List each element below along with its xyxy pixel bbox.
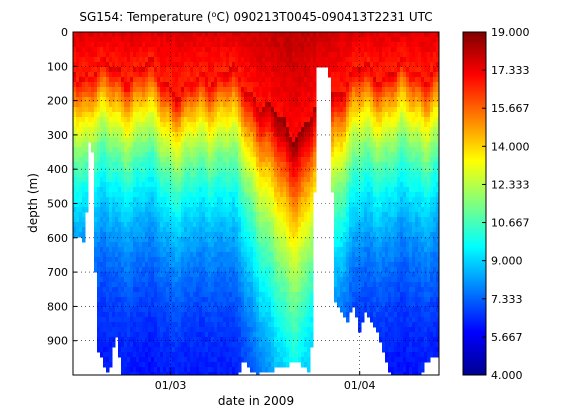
y-tick-labels: 0 100 200 300 400 500 600 700 800 900 [47, 26, 77, 348]
colorbar-tick-label: 17.333 [491, 64, 530, 77]
colorbar-tick-label: 19.000 [491, 26, 530, 39]
y-tick-label: 700 [47, 266, 68, 279]
y-tick-label: 300 [47, 129, 68, 142]
y-tick-label: 500 [47, 198, 68, 211]
y-tick-label: 800 [47, 300, 68, 313]
heatmap-field [73, 32, 439, 375]
x-tick-label: 01/03 [155, 379, 187, 392]
colorbar-tick-labels: 4.000 5.667 7.333 9.000 10.667 12.333 14.000 15… [482, 26, 530, 382]
colorbar [462, 31, 487, 376]
x-tick-labels: 01/03 01/04 [155, 371, 376, 392]
y-tick-label: 200 [47, 95, 68, 108]
colorbar-tick-label: 9.000 [491, 255, 523, 268]
colorbar-tick-label: 5.667 [491, 331, 523, 344]
y-tick-label: 100 [47, 60, 68, 73]
colorbar-tick-label: 12.333 [491, 178, 530, 191]
y-axis-label: depth (m) [26, 173, 40, 233]
y-tick-label: 600 [47, 232, 68, 245]
colorbar-tick-label: 10.667 [491, 217, 530, 230]
x-axis-label: date in 2009 [218, 394, 294, 408]
x-tick-label: 01/04 [344, 379, 376, 392]
y-tick-label: 400 [47, 163, 68, 176]
y-gridlines [73, 66, 439, 342]
y-tick-label: 900 [47, 335, 68, 348]
colorbar-tick-label: 15.667 [491, 102, 530, 115]
colorbar-tick-label: 4.000 [491, 369, 523, 382]
chart-title: SG154: Temperature (oC) 090213T0045-0904… [79, 10, 432, 24]
y-tick-label: 0 [61, 26, 68, 39]
colorbar-tick-label: 14.000 [491, 140, 530, 153]
colorbar-tick-label: 7.333 [491, 293, 523, 306]
